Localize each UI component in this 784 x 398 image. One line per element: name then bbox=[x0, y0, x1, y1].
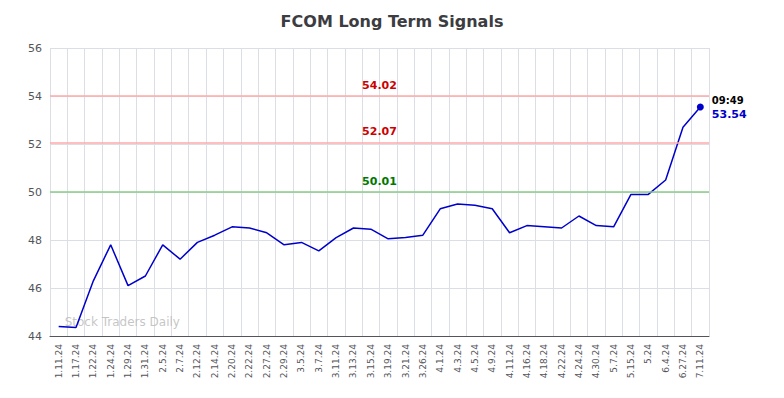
svg-text:FCOM Long Term Signals: FCOM Long Term Signals bbox=[281, 12, 504, 31]
svg-text:54.02: 54.02 bbox=[362, 79, 397, 92]
svg-text:2.5.24: 2.5.24 bbox=[158, 344, 168, 373]
svg-text:1.24.24: 1.24.24 bbox=[106, 344, 116, 379]
svg-text:Stock Traders Daily: Stock Traders Daily bbox=[65, 315, 180, 329]
svg-text:3.13.24: 3.13.24 bbox=[348, 344, 358, 379]
svg-text:1.11.24: 1.11.24 bbox=[54, 344, 64, 379]
svg-text:4.5.24: 4.5.24 bbox=[470, 344, 480, 373]
svg-text:48: 48 bbox=[28, 234, 42, 247]
svg-text:4.18.24: 4.18.24 bbox=[539, 344, 549, 379]
svg-text:46: 46 bbox=[28, 282, 42, 295]
svg-text:53.54: 53.54 bbox=[712, 108, 747, 121]
svg-text:2.7.24: 2.7.24 bbox=[175, 344, 185, 373]
svg-text:1.17.24: 1.17.24 bbox=[71, 344, 81, 379]
svg-text:4.22.24: 4.22.24 bbox=[557, 344, 567, 379]
svg-text:3.19.24: 3.19.24 bbox=[383, 344, 393, 379]
svg-text:3.11.24: 3.11.24 bbox=[331, 344, 341, 379]
svg-text:50: 50 bbox=[28, 186, 42, 199]
svg-text:50.01: 50.01 bbox=[362, 175, 397, 188]
svg-text:44: 44 bbox=[28, 330, 42, 343]
svg-text:3.7.24: 3.7.24 bbox=[314, 344, 324, 373]
svg-text:3.15.24: 3.15.24 bbox=[366, 344, 376, 379]
svg-text:5.24: 5.24 bbox=[643, 344, 653, 364]
svg-text:6.4.24: 6.4.24 bbox=[661, 344, 671, 373]
svg-text:52: 52 bbox=[28, 138, 42, 151]
svg-text:4.11.24: 4.11.24 bbox=[505, 344, 515, 379]
svg-text:5.7.24: 5.7.24 bbox=[609, 344, 619, 373]
svg-text:56: 56 bbox=[28, 42, 42, 55]
svg-text:3.21.24: 3.21.24 bbox=[401, 344, 411, 379]
svg-text:4.30.24: 4.30.24 bbox=[591, 344, 601, 379]
svg-text:4.1.24: 4.1.24 bbox=[435, 344, 445, 373]
svg-text:1.29.24: 1.29.24 bbox=[123, 344, 133, 379]
svg-text:4.3.24: 4.3.24 bbox=[453, 344, 463, 373]
svg-text:2.12.24: 2.12.24 bbox=[192, 344, 202, 379]
svg-text:52.07: 52.07 bbox=[362, 125, 397, 138]
svg-text:4.24.24: 4.24.24 bbox=[574, 344, 584, 379]
svg-text:2.22.24: 2.22.24 bbox=[244, 344, 254, 379]
svg-text:6.27.24: 6.27.24 bbox=[678, 344, 688, 379]
svg-text:4.9.24: 4.9.24 bbox=[487, 344, 497, 373]
svg-text:5.15.24: 5.15.24 bbox=[626, 344, 636, 379]
svg-text:3.5.24: 3.5.24 bbox=[296, 344, 306, 373]
svg-text:2.29.24: 2.29.24 bbox=[279, 344, 289, 379]
svg-text:54: 54 bbox=[28, 90, 42, 103]
svg-text:1.31.24: 1.31.24 bbox=[140, 344, 150, 379]
svg-text:4.16.24: 4.16.24 bbox=[522, 344, 532, 379]
svg-text:2.27.24: 2.27.24 bbox=[262, 344, 272, 379]
svg-text:09:49: 09:49 bbox=[712, 95, 744, 106]
svg-text:1.22.24: 1.22.24 bbox=[88, 344, 98, 379]
svg-text:3.26.24: 3.26.24 bbox=[418, 344, 428, 379]
svg-text:7.11.24: 7.11.24 bbox=[695, 344, 705, 379]
svg-text:2.20.24: 2.20.24 bbox=[227, 344, 237, 379]
svg-text:2.14.24: 2.14.24 bbox=[210, 344, 220, 379]
